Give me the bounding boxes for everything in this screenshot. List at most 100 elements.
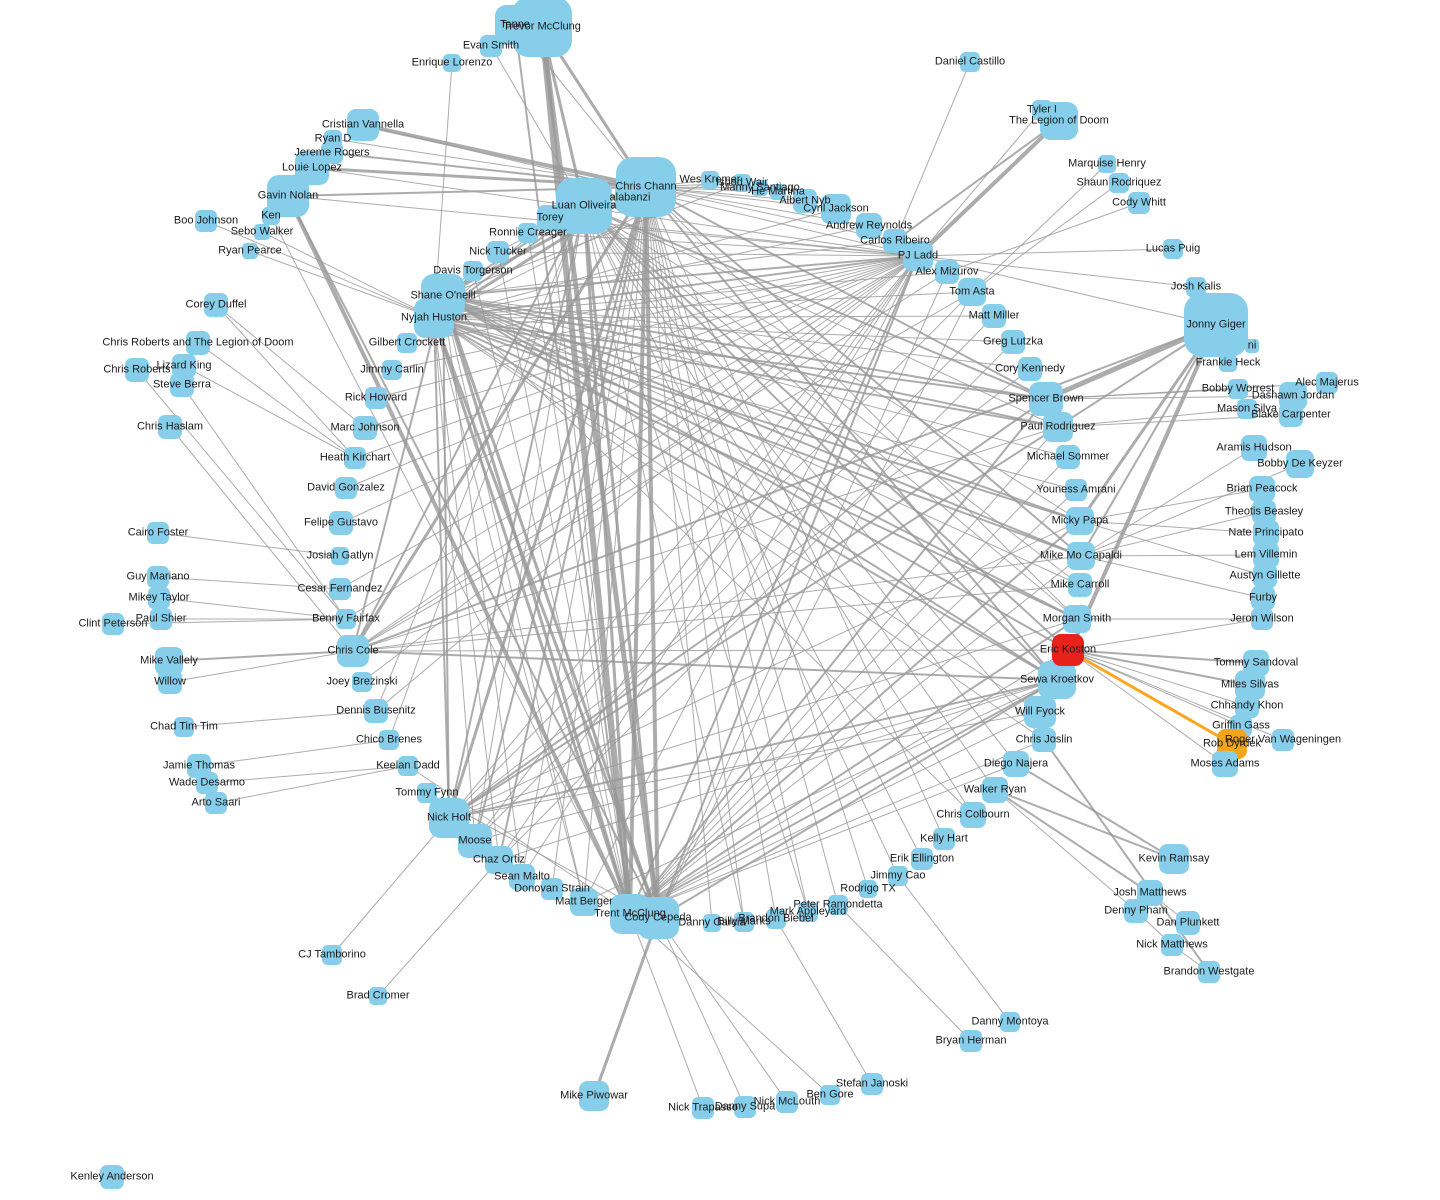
- node-brad-cromer[interactable]: [369, 987, 387, 1005]
- node-jimmy-carlin[interactable]: [382, 360, 402, 380]
- node-brandon-westgate[interactable]: [1198, 961, 1220, 983]
- node-diego-najera[interactable]: [1003, 751, 1029, 777]
- node-albert-nyb[interactable]: [793, 189, 817, 213]
- node-ryan-pearce[interactable]: [242, 243, 258, 259]
- node-sewa-kroetkov[interactable]: [1038, 661, 1076, 699]
- node-he-martina[interactable]: [770, 184, 786, 200]
- node-nyjah-huston[interactable]: [414, 298, 454, 338]
- node-cristian-vannella[interactable]: [347, 109, 379, 141]
- node-lem-villemin[interactable]: [1253, 542, 1279, 568]
- node-chris-roberts[interactable]: [125, 358, 149, 382]
- node-jeron-wilson[interactable]: [1251, 608, 1273, 630]
- node-will-fyock[interactable]: [1024, 696, 1056, 728]
- node-donovan-strain[interactable]: [541, 878, 563, 900]
- node-steve-berra[interactable]: [170, 373, 194, 397]
- node-wes-kremer[interactable]: [701, 171, 719, 189]
- node-carlos-ribeiro[interactable]: [883, 229, 907, 253]
- node-paul-rodriguez[interactable]: [1043, 412, 1073, 442]
- node-chris-roberts-and-the-legion-of-doom[interactable]: [186, 331, 210, 355]
- node-walker-ryan[interactable]: [982, 777, 1008, 803]
- node-spencer-brown[interactable]: [1029, 382, 1063, 416]
- node-josiah-gatlyn[interactable]: [331, 547, 349, 565]
- node-davis-torgerson[interactable]: [463, 261, 483, 281]
- node-tom-asta[interactable]: [958, 278, 986, 306]
- node-eric-koston[interactable]: [1052, 634, 1084, 666]
- node-marquise-henry[interactable]: [1098, 155, 1116, 173]
- node-arto-saari[interactable]: [205, 792, 227, 814]
- node-cody-cepeda[interactable]: [637, 897, 679, 939]
- node-bryan-herman[interactable]: [960, 1030, 982, 1052]
- node-felipe-gustavo[interactable]: [329, 511, 353, 535]
- node-corey-duffel[interactable]: [204, 293, 228, 317]
- node-mike-carroll[interactable]: [1068, 573, 1092, 597]
- node-rick-howard[interactable]: [365, 387, 387, 409]
- node-tommy-fynn[interactable]: [417, 783, 437, 803]
- node-billy-marks[interactable]: [734, 912, 754, 932]
- node-benny-fairfax[interactable]: [336, 609, 356, 629]
- node-danny-montoya[interactable]: [1000, 1012, 1020, 1032]
- node-chris-joslin[interactable]: [1032, 728, 1056, 752]
- node-roger-van-wageningen[interactable]: [1272, 729, 1294, 751]
- node-ben-gore[interactable]: [820, 1085, 840, 1105]
- node-brandon-biebel[interactable]: [766, 909, 786, 929]
- node-joey-brezinski[interactable]: [352, 672, 372, 692]
- node-alabanzi[interactable]: [615, 183, 645, 213]
- node-guy-mariano[interactable]: [147, 566, 169, 588]
- node-peter-ramondetta[interactable]: [828, 895, 848, 915]
- node-kevin-ramsay[interactable]: [1159, 844, 1189, 874]
- node-david-gonzalez[interactable]: [335, 477, 357, 499]
- node-nate-principato[interactable]: [1253, 520, 1279, 546]
- node-jimmy-cao[interactable]: [888, 866, 908, 886]
- node-chad-tim-tim[interactable]: [174, 717, 194, 737]
- node-gilbert-crockett[interactable]: [397, 333, 417, 353]
- node-sean-malto[interactable]: [509, 864, 535, 890]
- node-cyril-jackson[interactable]: [821, 194, 851, 224]
- node-erik-ellington[interactable]: [911, 848, 933, 870]
- node-aramis-hudson[interactable]: [1241, 435, 1267, 461]
- node-andrew-reynolds[interactable]: [856, 213, 882, 239]
- node-ishod-wair[interactable]: [733, 174, 751, 192]
- node-boo-johnson[interactable]: [195, 210, 217, 232]
- node-nick-mclouth[interactable]: [776, 1091, 798, 1113]
- node-pj-ladd[interactable]: [903, 241, 933, 271]
- node-wade-desarmo[interactable]: [196, 772, 218, 794]
- node-the-legion-of-doom[interactable]: [1040, 102, 1078, 140]
- node-lucas-puig[interactable]: [1163, 239, 1183, 259]
- node-chhandy-khon[interactable]: [1235, 694, 1259, 718]
- node-danny-supa[interactable]: [734, 1096, 756, 1118]
- node-kenley-anderson[interactable]: [100, 1165, 124, 1189]
- node-daniel-castillo[interactable]: [960, 52, 980, 72]
- node-mike-mo-capaldi[interactable]: [1067, 542, 1095, 570]
- node-trevor-mcclung[interactable]: [512, 0, 572, 57]
- node-ni[interactable]: [1245, 339, 1259, 353]
- node-chris-haslam[interactable]: [158, 415, 182, 439]
- node-greg-lutzka[interactable]: [1001, 330, 1025, 354]
- node-stefan-janoski[interactable]: [861, 1073, 883, 1095]
- node-nick-matthews[interactable]: [1161, 934, 1183, 956]
- node-ronnie-creager[interactable]: [518, 223, 538, 243]
- node-alex-mizurov[interactable]: [935, 260, 959, 284]
- node-cesar-fernandez[interactable]: [329, 578, 351, 600]
- node-alec-majerus[interactable]: [1316, 372, 1338, 394]
- node-willow[interactable]: [158, 670, 182, 694]
- node-micky-papa[interactable]: [1066, 507, 1094, 535]
- node-ken[interactable]: [262, 207, 280, 225]
- node-marc-johnson[interactable]: [353, 416, 377, 440]
- node-bobby-worrest[interactable]: [1228, 379, 1248, 399]
- node-mike-piwowar[interactable]: [579, 1081, 609, 1111]
- node-jonny-giger[interactable]: [1184, 293, 1248, 357]
- node-shaun-rodriquez[interactable]: [1109, 173, 1129, 193]
- node-keelan-dadd[interactable]: [398, 756, 418, 776]
- node-chris-cole[interactable]: [337, 635, 369, 667]
- node-enrique-lorenzo[interactable]: [443, 54, 461, 72]
- node-mark-appleyard[interactable]: [798, 902, 818, 922]
- node-kelly-hart[interactable]: [933, 828, 955, 850]
- node-dennis-busenitz[interactable]: [364, 699, 388, 723]
- node-frankie-heck[interactable]: [1219, 354, 1237, 372]
- node-brian-peacock[interactable]: [1249, 476, 1275, 502]
- node-cairo-foster[interactable]: [147, 522, 169, 544]
- node-furby[interactable]: [1251, 586, 1275, 610]
- node-cj-tamborino[interactable]: [322, 945, 342, 965]
- node-youness-amrani[interactable]: [1065, 479, 1087, 501]
- node-mikey-taylor[interactable]: [148, 587, 170, 609]
